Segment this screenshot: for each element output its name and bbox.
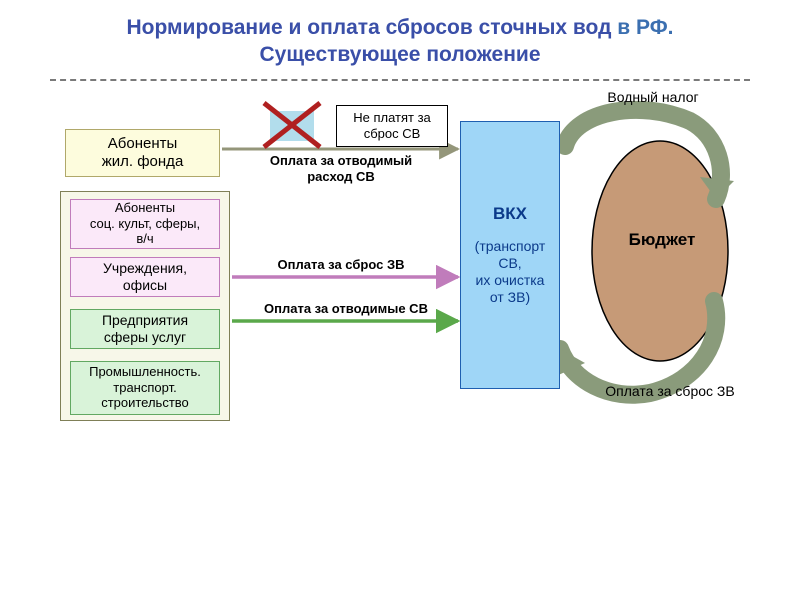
title-line2: Существующее положение	[259, 43, 540, 66]
box-no-pay: Не платят за сброс СВ	[336, 105, 448, 147]
label-tax: Водный налог	[578, 89, 728, 107]
label-budget: Бюджет	[612, 229, 712, 250]
curved-arrow-tax	[565, 110, 721, 199]
label-payout: Оплата за сброс ЗВ	[580, 383, 760, 401]
vkh-subtitle: (транспорт СВ, их очистка от ЗВ)	[467, 238, 553, 305]
box-services: Предприятия сферы услуг	[70, 309, 220, 349]
curved-arrow-tax-head	[700, 177, 734, 199]
title-line1: Нормирование и оплата сбросов сточных во…	[126, 16, 673, 39]
box-offices: Учреждения, офисы	[70, 257, 220, 297]
budget-ellipse	[592, 141, 728, 361]
no-pay-cross	[264, 103, 320, 147]
box-residents: Абоненты жил. фонда	[65, 129, 220, 177]
box-industry: Промышленность. транспорт. строительство	[70, 361, 220, 415]
box-vkh: ВКХ (транспорт СВ, их очистка от ЗВ)	[460, 121, 560, 389]
vkh-title: ВКХ	[467, 204, 553, 224]
page-title: Нормирование и оплата сбросов сточных во…	[0, 0, 800, 73]
label-flow2: Оплата за сброс ЗВ	[236, 257, 446, 273]
label-flow3: Оплата за отводимые СВ	[236, 301, 456, 317]
label-flow1: Оплата за отводимый расход СВ	[236, 153, 446, 186]
curved-arrow-payout	[560, 301, 716, 395]
diagram-stage: Абоненты жил. фонда Абоненты соц. культ,…	[0, 81, 800, 600]
box-social: Абоненты соц. культ, сферы, в/ч	[70, 199, 220, 249]
